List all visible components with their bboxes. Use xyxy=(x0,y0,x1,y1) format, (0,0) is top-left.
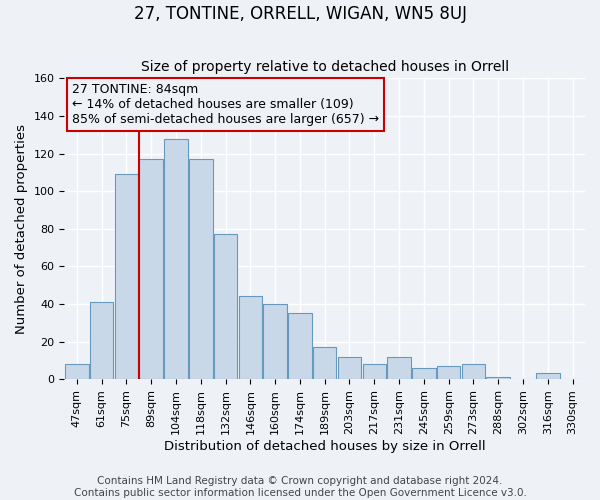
Bar xyxy=(288,314,311,379)
Y-axis label: Number of detached properties: Number of detached properties xyxy=(15,124,28,334)
Bar xyxy=(536,374,560,379)
Bar xyxy=(263,304,287,379)
Bar xyxy=(412,368,436,379)
Bar xyxy=(437,366,460,379)
Bar xyxy=(487,377,510,379)
Bar xyxy=(338,356,361,379)
Bar xyxy=(362,364,386,379)
Text: Contains HM Land Registry data © Crown copyright and database right 2024.
Contai: Contains HM Land Registry data © Crown c… xyxy=(74,476,526,498)
Title: Size of property relative to detached houses in Orrell: Size of property relative to detached ho… xyxy=(140,60,509,74)
Bar xyxy=(461,364,485,379)
Bar xyxy=(115,174,138,379)
Text: 27 TONTINE: 84sqm
← 14% of detached houses are smaller (109)
85% of semi-detache: 27 TONTINE: 84sqm ← 14% of detached hous… xyxy=(72,83,379,126)
Bar xyxy=(164,138,188,379)
Bar xyxy=(214,234,238,379)
Bar xyxy=(387,356,411,379)
X-axis label: Distribution of detached houses by size in Orrell: Distribution of detached houses by size … xyxy=(164,440,485,452)
Text: 27, TONTINE, ORRELL, WIGAN, WN5 8UJ: 27, TONTINE, ORRELL, WIGAN, WN5 8UJ xyxy=(133,5,467,23)
Bar xyxy=(90,302,113,379)
Bar xyxy=(313,347,337,379)
Bar xyxy=(239,296,262,379)
Bar xyxy=(189,159,212,379)
Bar xyxy=(65,364,89,379)
Bar xyxy=(139,159,163,379)
